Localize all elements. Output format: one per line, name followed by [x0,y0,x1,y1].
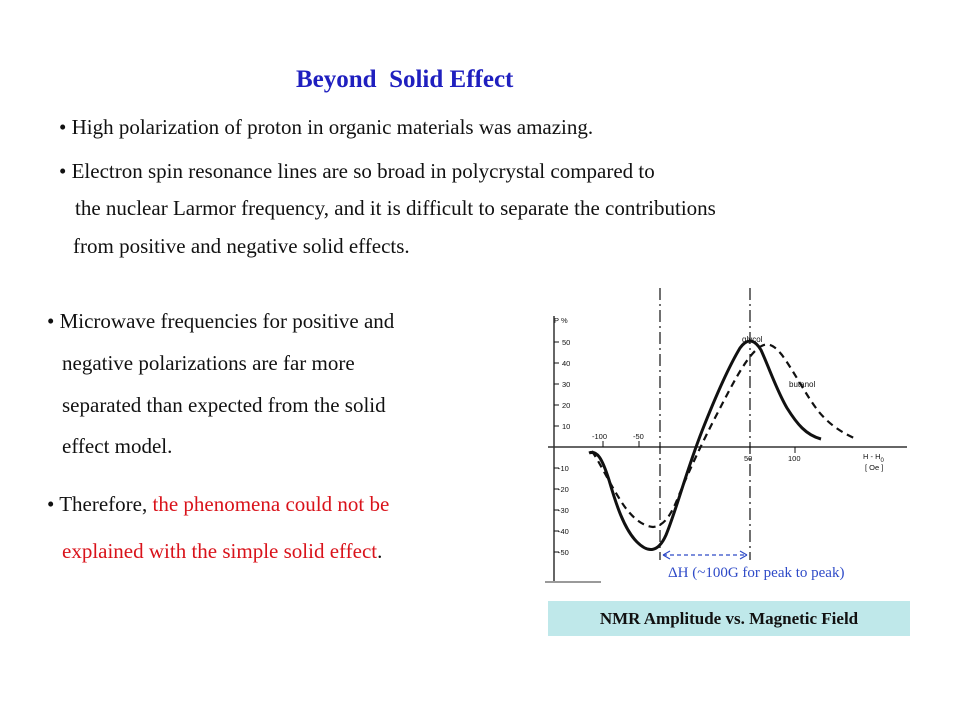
butanol-curve [591,343,855,529]
glycol-curve [588,339,822,551]
x-axis-ticks: -100 -50 50 100 H - H0 [ Oe ] [592,432,885,472]
figure-caption: NMR Amplitude vs. Magnetic Field [548,601,910,636]
glycol-label: glycol [742,335,763,344]
y-tick-minus-10-label: -10 [558,464,569,473]
y-tick-20-label: 20 [562,401,570,410]
bullet-esr-line-2: the nuclear Larmor frequency, and it is … [75,196,716,220]
y-tick-minus-40-label: -40 [558,527,569,536]
y-axis-ticks: P % 50 40 30 20 10 -10 -20 -30 -40 -50 [554,316,570,557]
y-tick-10-label: 10 [562,422,570,431]
bullet-microwave-line-4: effect model. [62,434,173,458]
delta-h-annotation: ΔH (~100G for peak to peak) [668,565,845,581]
therefore-red-text-1: the phenomena could not be [152,492,390,516]
plot-background [545,288,915,590]
y-tick-30-label: 30 [562,380,570,389]
page-title: Beyond Solid Effect [296,66,514,93]
nmr-plot: P % 50 40 30 20 10 -10 -20 -30 -40 -50 [545,288,915,590]
y-axis-label: P % [554,316,568,325]
bullet-therefore-line-2: explained with the simple solid effect. [62,541,382,562]
nmr-figure: P % 50 40 30 20 10 -10 -20 -30 -40 -50 [545,288,915,590]
delta-h-left-arrowhead [662,550,671,560]
x-axis-label: H - H0 [863,452,885,464]
x-axis-unit-label: [ Oe ] [865,463,883,472]
bullet-microwave-line-2: negative polarizations are far more [62,351,355,375]
y-tick-50-label: 50 [562,338,570,347]
y-tick-40-label: 40 [562,359,570,368]
therefore-prefix: • Therefore, [47,492,153,516]
bullet-microwave-line-3: separated than expected from the solid [62,393,386,417]
x-tick-50-label: 50 [744,454,752,463]
bullet-esr-line-1: • Electron spin resonance lines are so b… [59,159,655,183]
y-tick-minus-20-label: -20 [558,485,569,494]
therefore-suffix: . [377,539,383,563]
x-axis-label-main: H - H [863,452,881,461]
therefore-red-text-2: explained with the simple solid effect [62,539,378,563]
x-tick-minus-50-label: -50 [633,432,644,441]
bullet-therefore-line-1: • Therefore, the phenomena could not be [47,494,389,515]
bullet-esr-line-3: from positive and negative solid effects… [73,234,410,258]
bullet-microwave-line-1: • Microwave frequencies for positive and [47,309,395,333]
bullet-high-polarization: • High polarization of proton in organic… [59,115,594,139]
x-axis-label-subscript: 0 [881,458,885,464]
y-tick-minus-30-label: -30 [558,506,569,515]
y-tick-minus-50-label: -50 [558,548,569,557]
delta-h-right-arrowhead [739,550,748,560]
butanol-label: butanol [789,380,815,389]
x-tick-minus-100-label: -100 [592,432,607,441]
x-tick-100-label: 100 [788,454,801,463]
